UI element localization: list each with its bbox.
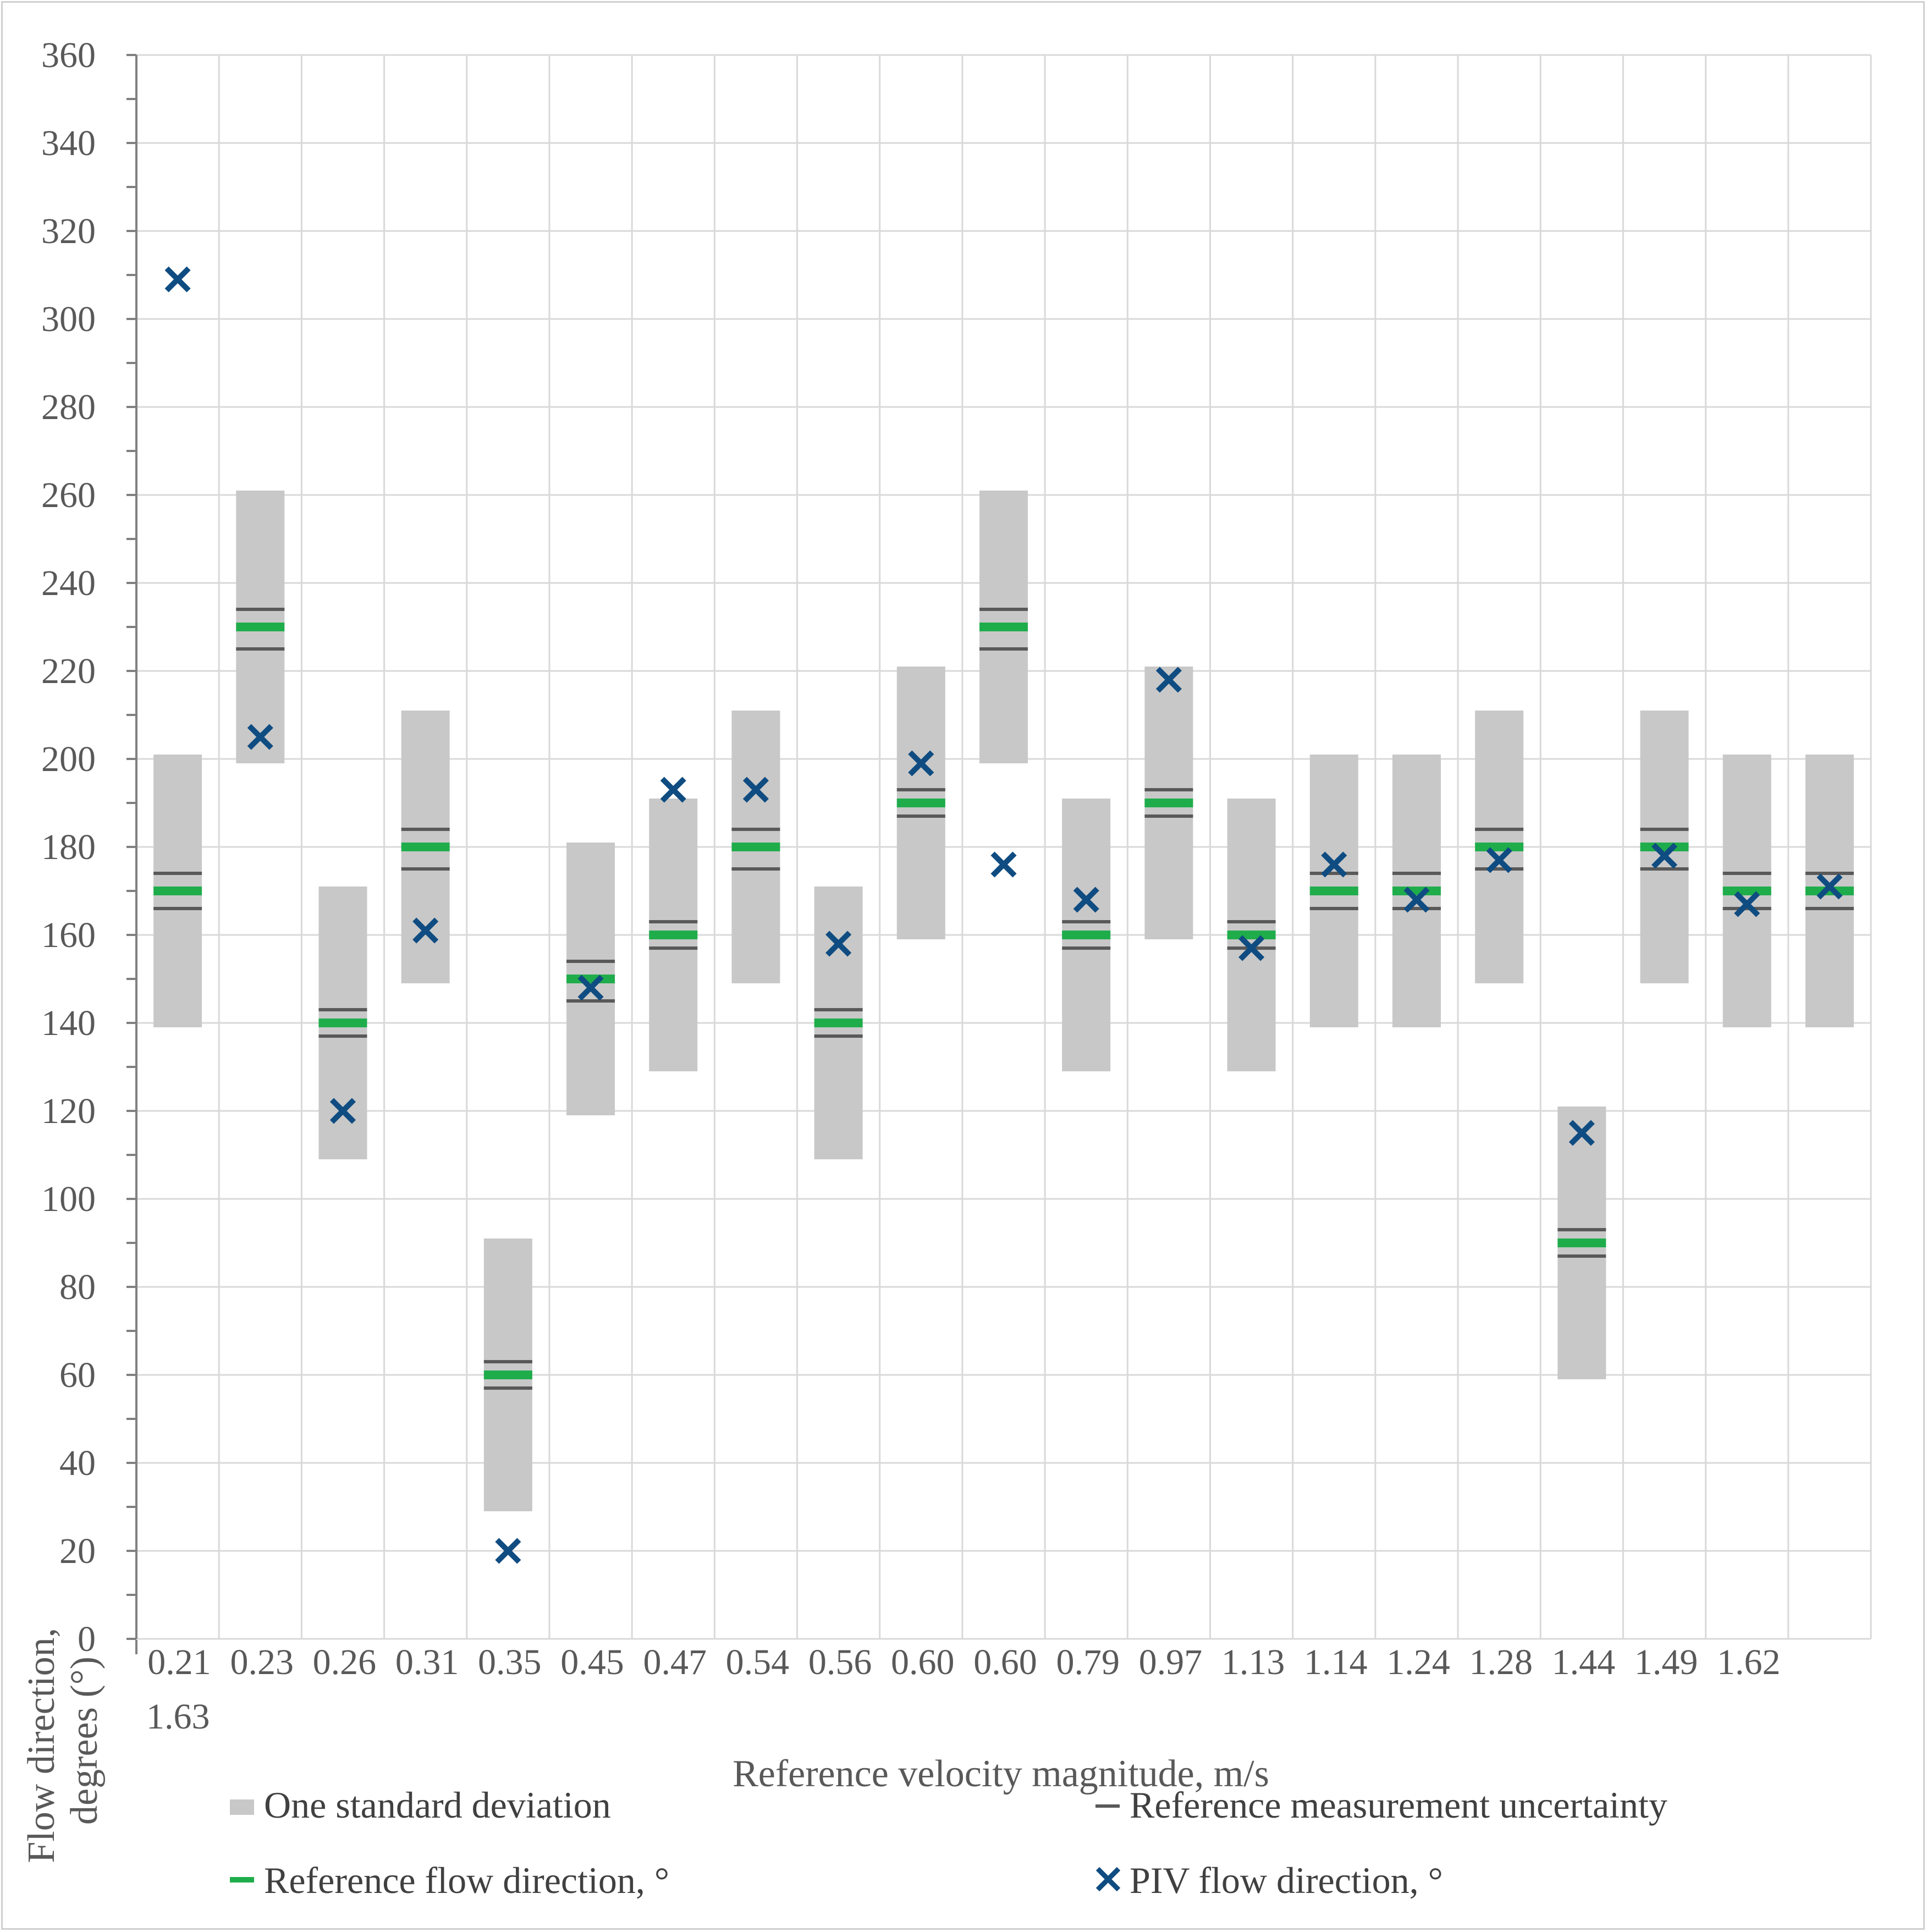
legend: One standard deviation Reference measure… — [230, 1784, 1667, 1901]
y-tick-label: 80 — [59, 1267, 96, 1307]
piv-marker — [742, 777, 769, 803]
piv-marker — [908, 750, 934, 777]
piv-marker — [329, 1098, 356, 1124]
x-tick-label: 0.47 — [643, 1642, 707, 1682]
x-tick-label: 0.60 — [891, 1642, 955, 1682]
y-tick-label: 0 — [78, 1619, 96, 1659]
piv-marker — [1816, 873, 1843, 900]
legend-label-std: One standard deviation — [264, 1784, 611, 1826]
piv-marker — [412, 917, 439, 944]
y-tick-labels: 0 20 40 60 80 100 120 140 160 180 200 220 240 260 280 3… — [41, 35, 96, 1659]
axes — [126, 54, 137, 1654]
piv-marker — [660, 777, 686, 803]
x-tick-label: 0.54 — [726, 1642, 790, 1682]
y-tick-label: 140 — [41, 1003, 96, 1043]
x-tick-label: 0.21 — [147, 1642, 211, 1682]
x-tick-label: 0.60 — [973, 1642, 1037, 1682]
piv-marker — [1403, 887, 1430, 913]
x-tick-label: 0.31 — [395, 1642, 459, 1682]
legend-label-reference: Reference flow direction, ° — [264, 1859, 669, 1901]
x-tick-label: 0.26 — [313, 1642, 377, 1682]
piv-marker — [247, 724, 273, 750]
x-tick-label: 0.79 — [1056, 1642, 1120, 1682]
gridlines — [136, 54, 1872, 1640]
piv-marker — [164, 266, 191, 293]
y-tick-label: 200 — [41, 739, 96, 779]
piv-marker — [1568, 1120, 1595, 1146]
piv-marker — [1238, 935, 1265, 961]
piv-marker — [990, 851, 1017, 878]
y-tick-label: 340 — [41, 123, 96, 163]
piv-marker — [825, 931, 852, 957]
y-tick-label: 260 — [41, 475, 96, 515]
x-tick-label: 1.13 — [1221, 1642, 1285, 1682]
y-tick-label: 60 — [59, 1355, 96, 1395]
x-tick-labels: 0.21 0.23 0.26 0.31 0.35 0.45 0.47 0.54 0.56 0.60… — [146, 1642, 1781, 1737]
y-tick-label: 20 — [59, 1531, 96, 1571]
x-tick-label: 1.63 — [146, 1697, 210, 1737]
legend-swatch-std — [230, 1799, 254, 1815]
reference-direction-dashes — [153, 623, 1854, 1379]
y-axis-title-line-2: degrees (°) — [63, 1656, 106, 1825]
y-tick-label: 100 — [41, 1179, 96, 1219]
x-tick-label: 1.44 — [1552, 1642, 1616, 1682]
piv-marker — [1073, 887, 1099, 913]
piv-marker — [495, 1538, 521, 1564]
piv-marker — [1321, 851, 1347, 878]
std-deviation-bars — [153, 491, 1854, 1511]
legend-label-piv: PIV flow direction, ° — [1130, 1859, 1443, 1901]
x-tick-label: 0.45 — [560, 1642, 624, 1682]
x-tick-label: 0.35 — [478, 1642, 542, 1682]
piv-markers — [164, 266, 1843, 1564]
x-tick-label: 1.14 — [1304, 1642, 1368, 1682]
y-tick-label: 160 — [41, 915, 96, 955]
y-tick-label: 300 — [41, 299, 96, 339]
x-tick-label: 0.23 — [230, 1642, 294, 1682]
piv-marker — [1155, 667, 1182, 693]
x-tick-label: 1.24 — [1386, 1642, 1450, 1682]
x-tick-label: 0.97 — [1139, 1642, 1203, 1682]
y-tick-label: 360 — [41, 35, 96, 75]
y-tick-label: 240 — [41, 563, 96, 603]
y-tick-label: 280 — [41, 387, 96, 427]
x-tick-label: 0.56 — [808, 1642, 872, 1682]
legend-label-uncertainty: Reference measurement uncertainty — [1130, 1784, 1667, 1826]
piv-marker — [1651, 843, 1678, 869]
uncertainty-lines — [153, 608, 1854, 1390]
piv-marker — [1486, 847, 1512, 873]
x-tick-label: 1.49 — [1634, 1642, 1698, 1682]
y-tick-label: 40 — [59, 1443, 96, 1483]
y-tick-label: 180 — [41, 827, 96, 867]
x-axis-title: Reference velocity magnitude, m/s — [733, 1753, 1269, 1795]
y-tick-label: 220 — [41, 651, 96, 691]
x-tick-label: 1.28 — [1469, 1642, 1533, 1682]
piv-marker — [1734, 891, 1760, 917]
y-tick-label: 120 — [41, 1091, 96, 1131]
y-tick-label: 320 — [41, 211, 96, 251]
legend-swatch-piv-icon — [1095, 1867, 1121, 1892]
y-axis-title: Flow direction, degrees (°) — [20, 1618, 106, 1863]
piv-marker — [577, 975, 604, 1001]
x-tick-label: 1.62 — [1717, 1642, 1781, 1682]
y-axis-title-line-1: Flow direction, — [20, 1628, 63, 1863]
